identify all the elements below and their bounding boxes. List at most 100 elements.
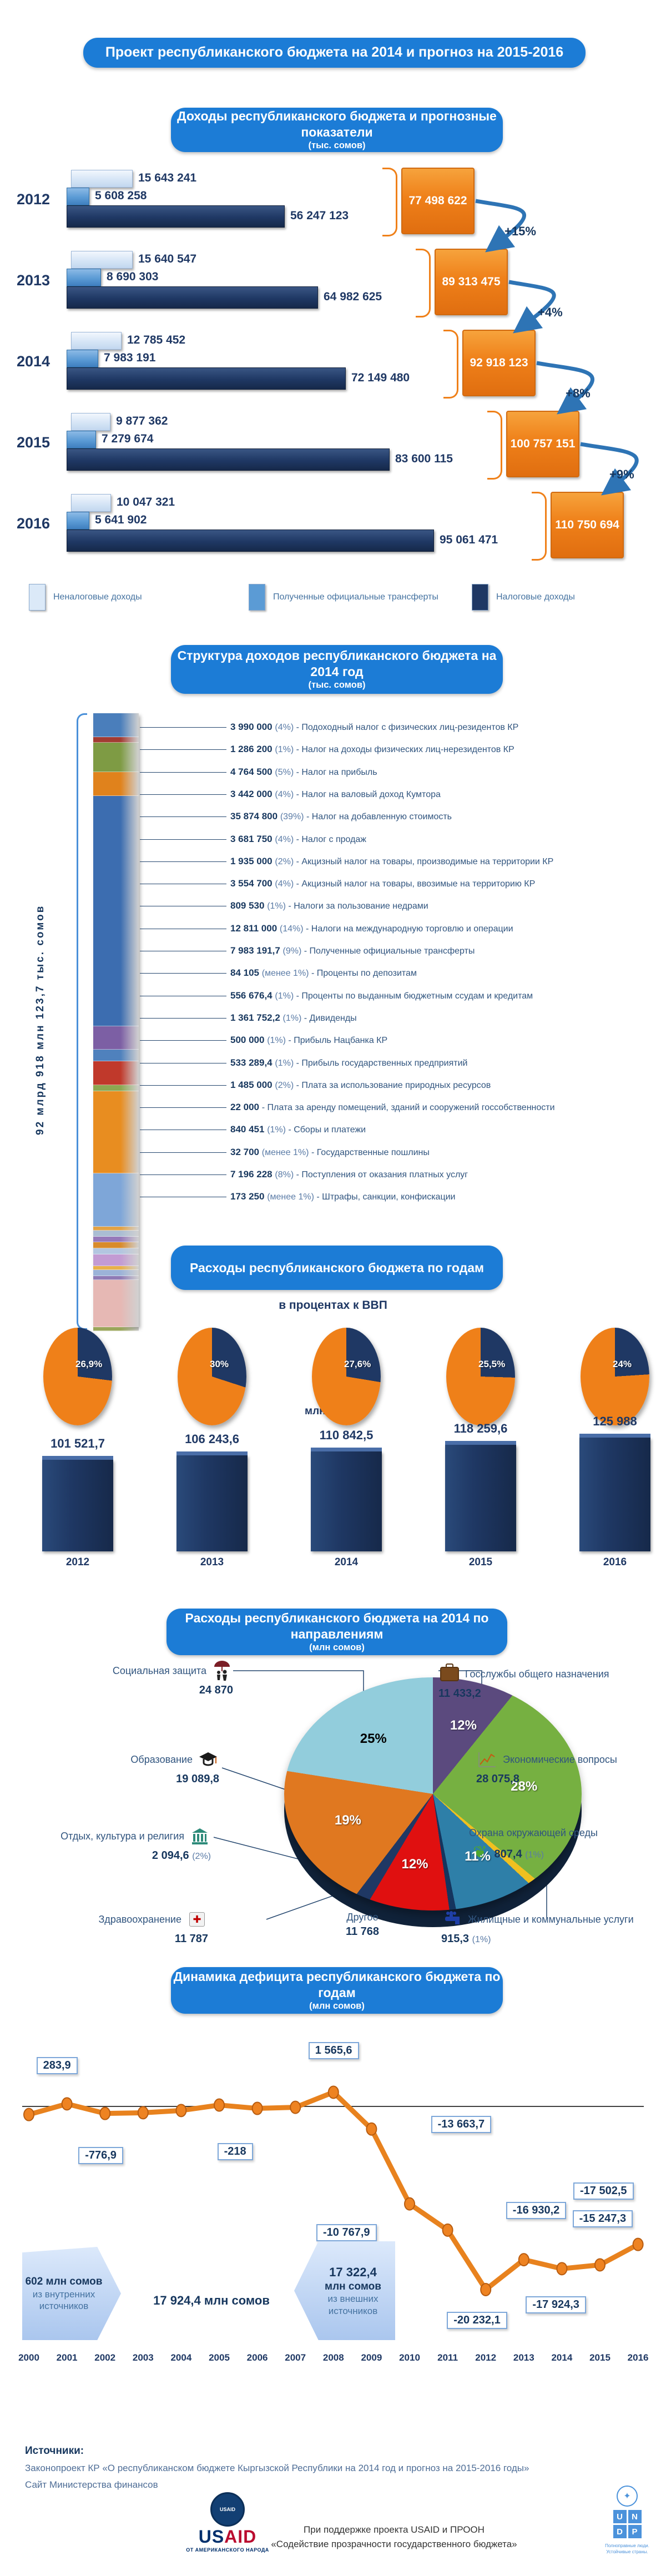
expense-bar-year: 2016 [603, 1556, 627, 1568]
expense-bar-2013 [176, 1451, 248, 1551]
deficit-callout-2014: -17 924,3 [526, 2296, 586, 2314]
structure-leader-line [140, 973, 226, 974]
financing-external-box: 17 322,4 млн сомов из внешних источников [294, 2241, 395, 2340]
leaf-icon: ❦ [473, 1843, 487, 1862]
direction-label-value: 11 433,2 [438, 1687, 649, 1700]
structure-item-value: 1 485 000 [230, 1079, 275, 1090]
direction-label-Другое: Другое 11 768 [315, 1912, 410, 1938]
usaid-logo: USAID USAID ОТ АМЕРИКАНСКОГО НАРОДА [183, 2492, 272, 2553]
financing-external-value: 17 322,4 [329, 2265, 377, 2280]
structure-item-pct: (менее 1%) [261, 1147, 311, 1157]
income-row-2014: 2014 12 785 452 7 983 191 72 149 480 92 918 … [17, 329, 655, 402]
deficit-point-2005 [214, 2098, 225, 2112]
structure-item: 22 000 - Плата за аренду помещений, здан… [230, 1102, 555, 1113]
income-bar-Неналоговые доходы [71, 170, 133, 188]
structure-item-label: - Проценты по депозитам [311, 969, 417, 979]
direction-label-text: Здравоохранение [98, 1913, 181, 1925]
income-bar-Полученные официальные трансферты [67, 350, 98, 367]
income-bar-Налоговые доходы [67, 530, 434, 552]
structure-title-text: Структура доходов республиканского бюдже… [177, 648, 497, 679]
structure-item-label: - Налог на прибыль [296, 767, 377, 777]
gdp-pie-2013 [178, 1328, 246, 1425]
structure-item-pct: (1%) [282, 1013, 304, 1023]
expense-bar-top [311, 1448, 382, 1451]
structure-item: 173 250 (менее 1%) - Штрафы, санкции, ко… [230, 1191, 455, 1202]
direction-label-text: Госслужбы общего назначения [465, 1668, 609, 1680]
income-bar-value: 15 643 241 [138, 172, 197, 184]
legend-item-Полученные официальные трансферты: Полученные официальные трансферты [249, 584, 438, 611]
direction-label-title: Отдых, культура и религия [39, 1825, 211, 1847]
income-bar-value: 64 982 625 [324, 290, 382, 303]
direction-label-title: Здравоохранение ✚ [61, 1908, 208, 1930]
direction-label-Госслужбы общего назначения: Госслужбы общего назначения 11 433,2 [438, 1663, 649, 1700]
structure-item-pct: (4%) [275, 879, 296, 889]
structure-item-pct: (8%) [275, 1170, 296, 1179]
direction-value-pct: (2%) [192, 1852, 211, 1861]
direction-label-title: Охрана окружающей среды [469, 1827, 652, 1839]
deficit-point-2001 [61, 2097, 73, 2111]
pie-pct-label: 25% [360, 1731, 387, 1747]
deficit-point-2014 [556, 2262, 568, 2276]
deficit-callout-2008: 1 565,6 [308, 2042, 359, 2060]
income-total-box: 100 757 151 [506, 411, 579, 477]
legend-item-Налоговые доходы: Налоговые доходы [472, 584, 575, 611]
structure-segment-16 [93, 1248, 139, 1254]
income-bar-value: 5 641 902 [95, 513, 147, 526]
income-growth-arrows [475, 199, 639, 496]
structure-segment-19 [93, 1269, 139, 1276]
structure-item-pct: (1%) [267, 901, 289, 911]
income-total-bracket [532, 492, 547, 561]
structure-leader-line [140, 1152, 226, 1153]
structure-item-label: - Прибыль государственных предприятий [296, 1058, 468, 1068]
financing-internal-box: 602 млн сомов из внутренних источников [22, 2247, 121, 2340]
direction-label-value: 915,3 (1%) [441, 1933, 652, 1945]
structure-item: 533 289,4 (1%) - Прибыль государственных… [230, 1057, 467, 1068]
direction-label-text: Жилищные и коммунальные услуги [468, 1913, 634, 1925]
structure-item: 1 935 000 (2%) - Акцизный налог на товар… [230, 856, 553, 867]
deficit-point-2016 [632, 2237, 644, 2251]
income-bar-Неналоговые доходы [71, 251, 133, 269]
growth-arrow-icon [536, 361, 594, 415]
structure-item-value: 840 451 [230, 1124, 268, 1135]
structure-item-label: - Государственные пошлины [311, 1147, 430, 1157]
briefcase-icon [438, 1663, 461, 1685]
deficit-callout-2013: -16 930,2 [506, 2202, 567, 2220]
structure-segment-1 [93, 713, 139, 737]
structure-item: 3 442 000 (4%) - Налог на валовый доход … [230, 789, 441, 800]
income-bar-Налоговые доходы [67, 286, 318, 309]
pie-body [284, 1677, 582, 1910]
pie-pct-label: 11% [465, 1849, 491, 1864]
income-bar-value: 56 247 123 [290, 209, 349, 222]
structure-item-label: - Акцизный налог на товары, ввозимые на … [296, 879, 536, 889]
structure-item-label: - Акцизный налог на товары, производимые… [296, 856, 554, 866]
structure-item-label: - Налоги за пользование недрами [288, 901, 428, 911]
structure-item-label: - Подоходный налог с физических лиц-рези… [296, 723, 519, 732]
income-bar-value: 8 690 303 [107, 270, 159, 283]
structure-segment-7 [93, 1050, 139, 1062]
income-total-bracket [416, 249, 431, 317]
structure-item: 1 286 200 (1%) - Налог на доходы физичес… [230, 744, 514, 755]
deficit-point-2010 [404, 2197, 415, 2211]
direction-value-pct: (1%) [525, 1850, 544, 1860]
structure-item: 12 811 000 (14%) - Налоги на международн… [230, 923, 513, 934]
deficit-point-2011 [442, 2223, 453, 2237]
deficit-year-2013: 2013 [513, 2352, 534, 2363]
structure-stacked-bar [93, 713, 139, 1331]
structure-item-value: 22 000 [230, 1102, 262, 1113]
expense-bar-year: 2015 [468, 1556, 493, 1568]
income-bar-value: 9 877 362 [116, 415, 168, 427]
direction-label-text: Охрана окружающей среды [469, 1827, 598, 1838]
income-year-label: 2012 [17, 191, 51, 208]
structure-item-pct: (4%) [275, 834, 296, 844]
structure-segment-12 [93, 1227, 139, 1231]
gdp-pie-label: 26,9% [75, 1359, 103, 1369]
structure-item-pct: (9%) [282, 946, 304, 956]
deficit-point-2009 [366, 2122, 377, 2136]
structure-item-label: - Налог на доходы физических лиц-нерезид… [296, 745, 514, 755]
structure-axis-label: 92 млрд 918 млн 123,7 тыс. сомов [34, 904, 46, 1136]
pie-pct-label: 19% [334, 1813, 361, 1828]
deficit-point-2004 [175, 2104, 187, 2118]
direction-value-text: 11 768 [345, 1925, 380, 1938]
direction-label-text: Образование [130, 1753, 193, 1765]
